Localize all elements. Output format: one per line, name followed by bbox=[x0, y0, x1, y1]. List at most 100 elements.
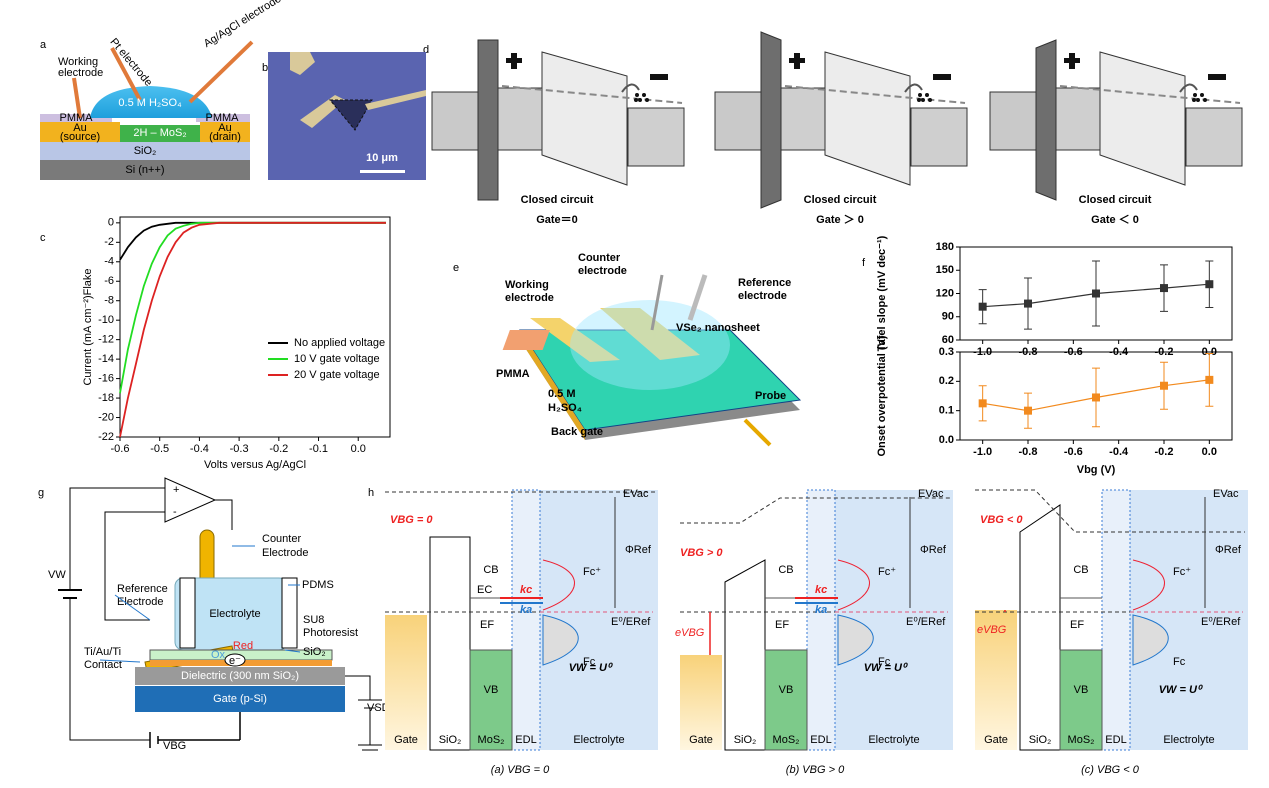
shape bbox=[469, 649, 513, 751]
panel-letter: g bbox=[38, 487, 44, 499]
shape bbox=[1203, 98, 1207, 102]
shape bbox=[1019, 504, 1061, 751]
shape bbox=[90, 86, 212, 118]
shape bbox=[724, 559, 766, 751]
shape bbox=[1132, 614, 1169, 666]
label: electrode bbox=[505, 292, 554, 304]
label: CB bbox=[778, 564, 793, 576]
label: ka bbox=[520, 604, 532, 616]
y-axis-label: Tafel slope (mV dec⁻¹) bbox=[876, 235, 888, 351]
x-tick-label: 0.0 bbox=[351, 443, 366, 455]
label: Photoresist bbox=[303, 627, 358, 639]
x-tick-label: -0.3 bbox=[230, 443, 249, 455]
label: SiO₂ bbox=[134, 145, 157, 157]
label: Fc bbox=[878, 656, 891, 668]
shape bbox=[135, 667, 345, 685]
plot-frame bbox=[959, 351, 1233, 441]
label: e⁻ bbox=[229, 655, 241, 667]
label: Electrolyte bbox=[868, 734, 919, 746]
shape bbox=[69, 598, 150, 741]
label: 0.5 M bbox=[548, 388, 576, 400]
label: ΦRef bbox=[920, 544, 947, 556]
label: (a) VBG = 0 bbox=[491, 764, 550, 776]
label: VW bbox=[48, 569, 66, 581]
label: Ag/AgCl electrode bbox=[202, 0, 284, 50]
y-tick-label: -6 bbox=[104, 275, 114, 287]
panel-letter: d bbox=[423, 44, 429, 56]
label: Reference bbox=[738, 277, 791, 289]
label: PDMS bbox=[302, 579, 334, 591]
series-line bbox=[119, 221, 386, 394]
shape bbox=[687, 274, 708, 321]
panel-letter: e bbox=[453, 262, 459, 274]
label: Electrolyte bbox=[573, 734, 624, 746]
label: Gate bbox=[689, 734, 713, 746]
label: Contact bbox=[84, 659, 122, 671]
label: Ti/Au/Ti bbox=[84, 646, 121, 658]
label: Ox bbox=[211, 649, 226, 661]
shape bbox=[328, 99, 373, 131]
label: electrode bbox=[738, 290, 787, 302]
shape bbox=[918, 93, 922, 97]
label: E⁰/ERef bbox=[611, 616, 651, 628]
label: VBG > 0 bbox=[680, 547, 723, 559]
shape bbox=[904, 83, 923, 93]
y-axis-label: Onset overpotential (V) bbox=[876, 335, 888, 456]
label: EVac bbox=[623, 488, 649, 500]
label: Gate bbox=[984, 734, 1008, 746]
x-tick-label: -0.6 bbox=[1064, 446, 1083, 458]
shape bbox=[164, 477, 217, 523]
panel-letter: f bbox=[862, 257, 866, 269]
shape bbox=[1192, 98, 1196, 102]
label: Si (n++) bbox=[125, 164, 164, 176]
shape bbox=[477, 39, 499, 201]
label: Working bbox=[505, 279, 549, 291]
y-tick-label: 0.0 bbox=[939, 434, 954, 446]
legend-label: No applied voltage bbox=[294, 337, 385, 349]
label: Fc bbox=[583, 656, 596, 668]
label: VW = U⁰ bbox=[864, 662, 909, 674]
label: E⁰/ERef bbox=[1201, 616, 1241, 628]
y-tick-label: -18 bbox=[98, 392, 114, 404]
shape bbox=[40, 122, 120, 142]
shape bbox=[743, 418, 772, 447]
shape bbox=[1193, 93, 1197, 97]
shape bbox=[281, 577, 298, 649]
label: Fc bbox=[1173, 656, 1186, 668]
series-line bbox=[119, 221, 386, 438]
label: (source) bbox=[60, 131, 100, 143]
label: Gate ＜ 0 bbox=[1091, 214, 1139, 226]
marker bbox=[1024, 299, 1032, 308]
shape bbox=[1099, 51, 1186, 186]
shape bbox=[570, 300, 730, 390]
label: VSe₂ nanosheet bbox=[676, 322, 760, 334]
shape bbox=[72, 77, 82, 119]
label: EC bbox=[477, 584, 492, 596]
y-tick-label: 0.2 bbox=[939, 375, 954, 387]
label: EDL bbox=[810, 734, 831, 746]
shape bbox=[650, 74, 668, 80]
x-tick-label: -0.5 bbox=[150, 443, 169, 455]
panel-letter: h bbox=[368, 487, 374, 499]
shape bbox=[200, 122, 250, 142]
shape bbox=[1059, 85, 1241, 104]
shape bbox=[99, 659, 141, 663]
shape bbox=[764, 649, 808, 751]
shape bbox=[780, 87, 832, 151]
shape bbox=[520, 330, 585, 440]
label: EVac bbox=[918, 488, 944, 500]
shape bbox=[179, 577, 196, 649]
marker bbox=[1024, 406, 1032, 415]
shape bbox=[910, 107, 968, 167]
x-tick-label: -0.2 bbox=[269, 443, 288, 455]
shape bbox=[635, 93, 639, 97]
label: VB bbox=[484, 684, 499, 696]
shape bbox=[511, 489, 541, 751]
shape bbox=[1132, 559, 1165, 611]
shape bbox=[120, 125, 200, 142]
label: kc bbox=[815, 584, 827, 596]
y-tick-label: -22 bbox=[98, 431, 114, 443]
shape bbox=[1208, 74, 1226, 80]
shape bbox=[621, 83, 640, 93]
label: Red bbox=[233, 640, 253, 652]
